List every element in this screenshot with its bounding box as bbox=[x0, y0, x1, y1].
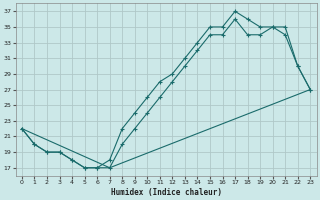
X-axis label: Humidex (Indice chaleur): Humidex (Indice chaleur) bbox=[111, 188, 221, 197]
